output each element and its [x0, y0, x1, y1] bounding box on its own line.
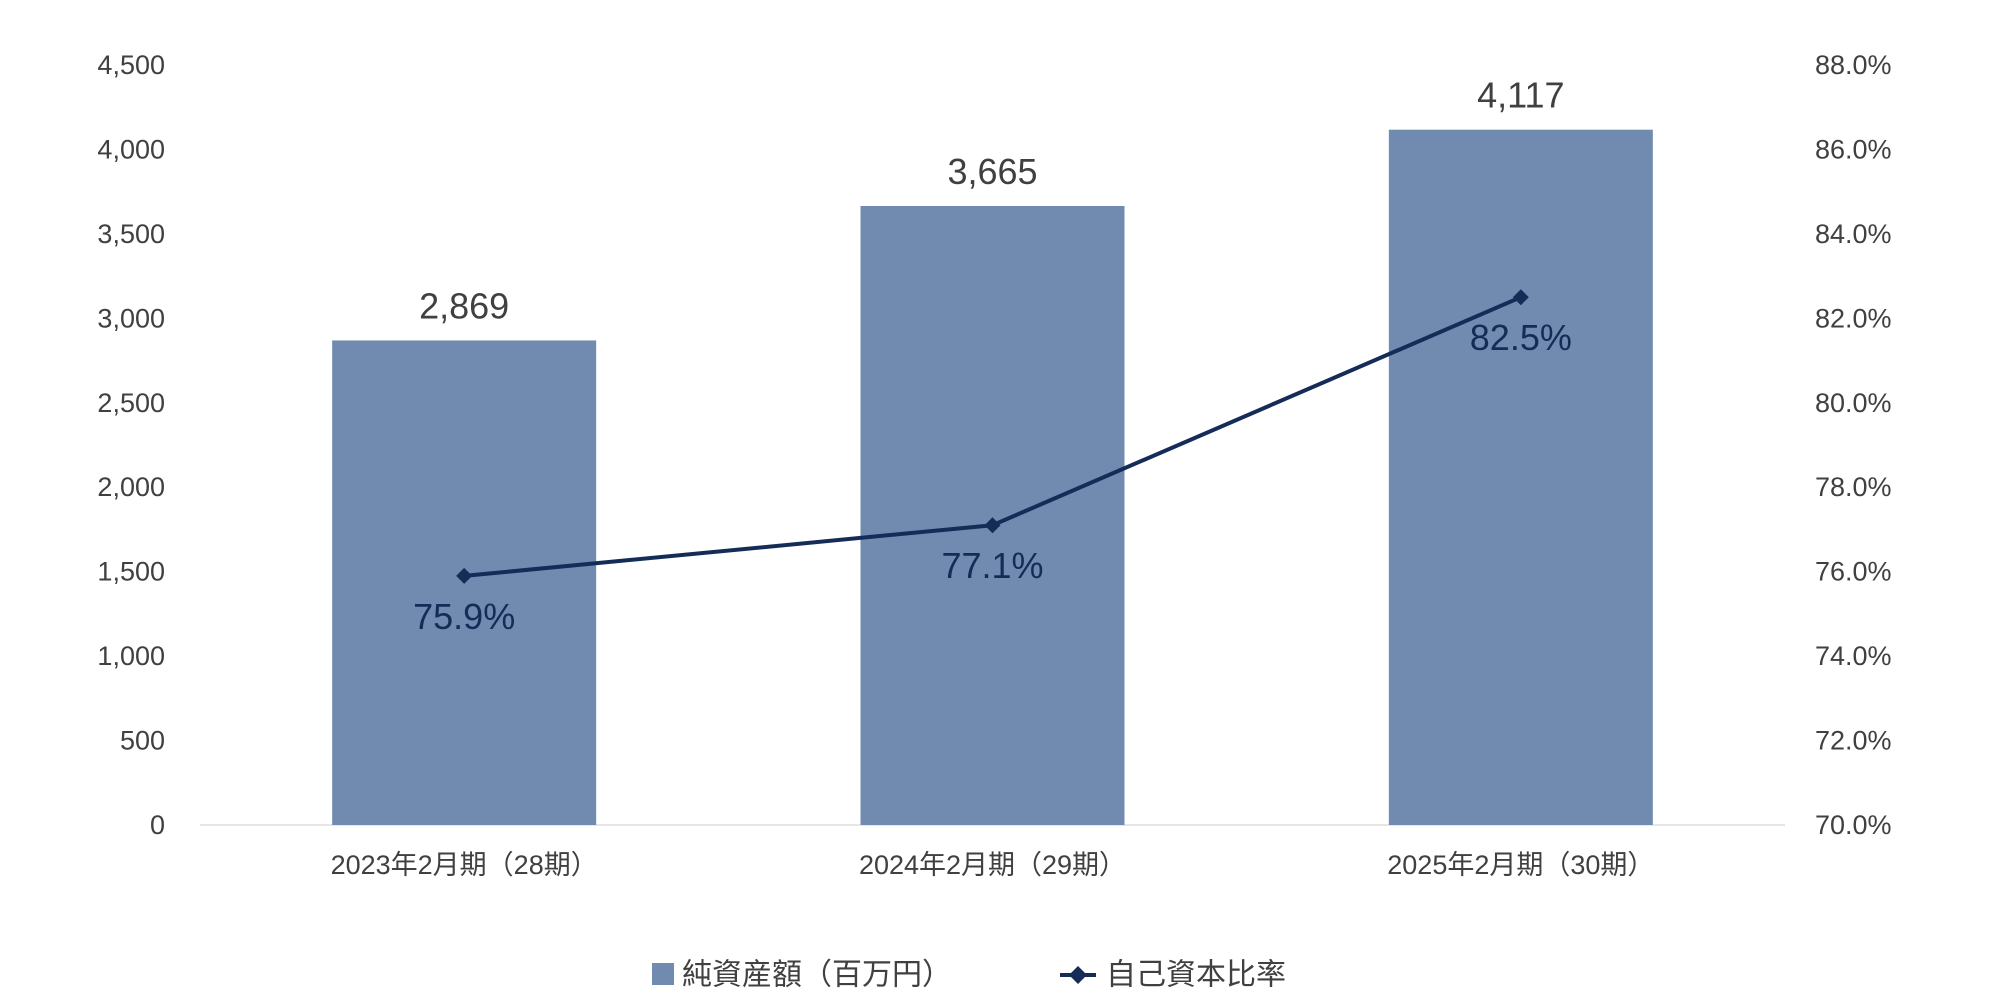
- right-tick-label: 84.0%: [1815, 219, 1892, 249]
- right-tick-label: 82.0%: [1815, 303, 1892, 333]
- bar-data-labels: 2,869 3,665 4,117: [419, 75, 1564, 327]
- line-point-diamond-icon: [456, 567, 473, 584]
- bar: [1388, 129, 1653, 825]
- category-label: 2025年2月期（30期）: [1387, 850, 1654, 880]
- line-point-diamond-icon: [1512, 289, 1529, 306]
- left-tick-label: 2,000: [97, 472, 165, 502]
- line-value-label: 82.5%: [1470, 317, 1572, 358]
- legend-line-label: 自己資本比率: [1106, 959, 1286, 992]
- right-tick-label: 86.0%: [1815, 134, 1892, 164]
- left-tick-label: 4,500: [97, 50, 165, 80]
- legend-bar-label: 純資産額（百万円）: [682, 959, 952, 992]
- bar-value-label: 2,869: [419, 285, 509, 326]
- line-series: [456, 289, 1529, 584]
- line-data-labels: 75.9% 77.1% 82.5%: [413, 317, 1572, 637]
- line-point-diamond-icon: [984, 517, 1001, 534]
- category-label: 2024年2月期（29期）: [859, 850, 1126, 880]
- category-label: 2023年2月期（28期）: [331, 850, 598, 880]
- left-tick-label: 0: [150, 810, 165, 840]
- right-tick-label: 72.0%: [1815, 726, 1892, 756]
- line-value-label: 75.9%: [413, 596, 515, 637]
- legend-diamond-icon: [1069, 966, 1087, 984]
- left-tick-label: 500: [120, 726, 165, 756]
- left-tick-label: 4,000: [97, 134, 165, 164]
- bar-value-label: 3,665: [947, 151, 1037, 192]
- bar-value-label: 4,117: [1477, 75, 1564, 116]
- left-tick-label: 1,000: [97, 641, 165, 671]
- bar-series: [332, 129, 1653, 825]
- left-tick-label: 3,500: [97, 219, 165, 249]
- left-tick-label: 3,000: [97, 303, 165, 333]
- line-value-label: 77.1%: [941, 545, 1043, 586]
- right-tick-label: 70.0%: [1815, 810, 1892, 840]
- bar: [860, 206, 1125, 825]
- x-axis-categories: 2023年2月期（28期） 2024年2月期（29期） 2025年2月期（30期）: [331, 850, 1655, 880]
- right-tick-label: 88.0%: [1815, 50, 1892, 80]
- left-tick-label: 1,500: [97, 557, 165, 587]
- right-tick-label: 76.0%: [1815, 557, 1892, 587]
- left-axis: 0 500 1,000 1,500 2,000 2,500 3,000 3,500 4,000 4…: [97, 50, 165, 840]
- right-tick-label: 80.0%: [1815, 388, 1892, 418]
- right-tick-label: 78.0%: [1815, 472, 1892, 502]
- legend: 純資産額（百万円） 自己資本比率: [652, 959, 1286, 992]
- right-axis: 70.0% 72.0% 74.0% 76.0% 78.0% 80.0% 82.0% 84.0%…: [1815, 50, 1892, 840]
- left-tick-label: 2,500: [97, 388, 165, 418]
- legend-bar-swatch: [652, 963, 674, 985]
- right-tick-label: 74.0%: [1815, 641, 1892, 671]
